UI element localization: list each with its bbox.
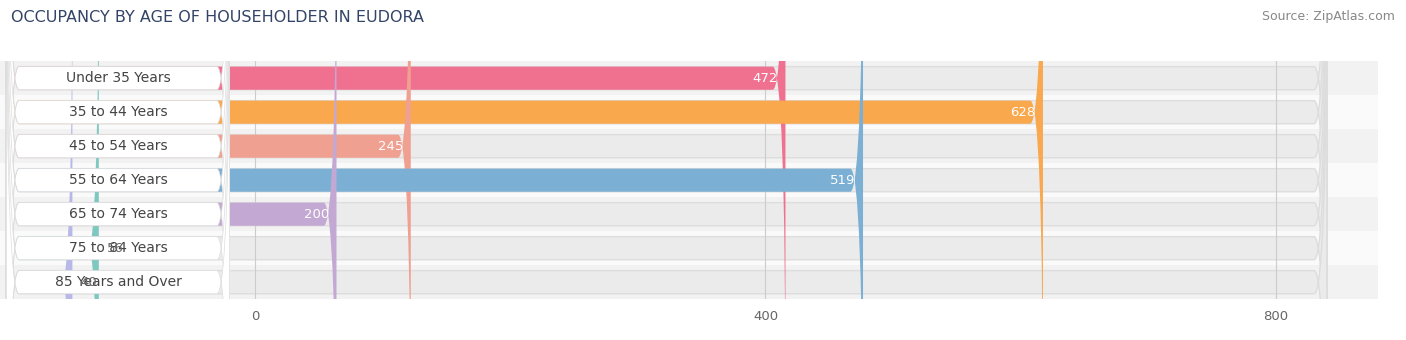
- Text: OCCUPANCY BY AGE OF HOUSEHOLDER IN EUDORA: OCCUPANCY BY AGE OF HOUSEHOLDER IN EUDOR…: [11, 10, 425, 25]
- Text: Source: ZipAtlas.com: Source: ZipAtlas.com: [1261, 10, 1395, 23]
- FancyBboxPatch shape: [7, 0, 336, 340]
- FancyBboxPatch shape: [7, 0, 229, 340]
- Text: 628: 628: [1010, 106, 1035, 119]
- Text: Under 35 Years: Under 35 Years: [66, 71, 170, 85]
- Bar: [0, 129, 1378, 163]
- Bar: [0, 197, 1378, 231]
- FancyBboxPatch shape: [7, 0, 1327, 340]
- FancyBboxPatch shape: [7, 0, 1043, 340]
- FancyBboxPatch shape: [7, 0, 1327, 340]
- FancyBboxPatch shape: [7, 0, 1327, 340]
- Text: 472: 472: [752, 72, 778, 85]
- FancyBboxPatch shape: [7, 0, 1327, 340]
- FancyBboxPatch shape: [7, 0, 786, 340]
- FancyBboxPatch shape: [7, 0, 229, 340]
- Text: 56: 56: [107, 242, 124, 255]
- FancyBboxPatch shape: [7, 0, 411, 340]
- FancyBboxPatch shape: [7, 0, 229, 340]
- Text: 65 to 74 Years: 65 to 74 Years: [69, 207, 167, 221]
- FancyBboxPatch shape: [7, 0, 1327, 340]
- Text: 200: 200: [304, 208, 329, 221]
- Text: 245: 245: [378, 140, 404, 153]
- Text: 55 to 64 Years: 55 to 64 Years: [69, 173, 167, 187]
- FancyBboxPatch shape: [7, 0, 229, 340]
- Bar: [0, 163, 1378, 197]
- Text: 85 Years and Over: 85 Years and Over: [55, 275, 181, 289]
- FancyBboxPatch shape: [7, 0, 98, 340]
- Bar: [0, 231, 1378, 265]
- FancyBboxPatch shape: [7, 0, 229, 340]
- Text: 45 to 54 Years: 45 to 54 Years: [69, 139, 167, 153]
- FancyBboxPatch shape: [7, 0, 229, 340]
- FancyBboxPatch shape: [7, 0, 229, 340]
- FancyBboxPatch shape: [7, 0, 1327, 340]
- FancyBboxPatch shape: [7, 0, 863, 340]
- Text: 75 to 84 Years: 75 to 84 Years: [69, 241, 167, 255]
- FancyBboxPatch shape: [7, 0, 1327, 340]
- Text: 35 to 44 Years: 35 to 44 Years: [69, 105, 167, 119]
- FancyBboxPatch shape: [7, 0, 72, 340]
- Bar: [0, 61, 1378, 95]
- Text: 40: 40: [80, 276, 97, 289]
- Bar: [0, 95, 1378, 129]
- Bar: [0, 265, 1378, 299]
- Text: 519: 519: [830, 174, 855, 187]
